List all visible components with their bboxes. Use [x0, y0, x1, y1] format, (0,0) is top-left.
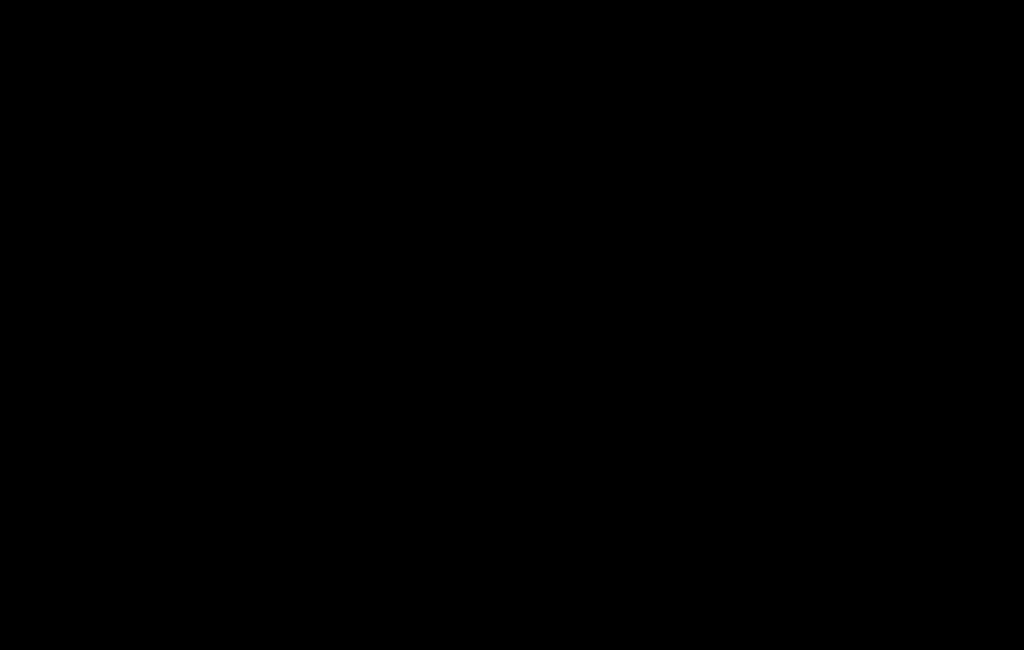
- surround-background: [0, 0, 1024, 650]
- rugby-pitch: [0, 0, 1024, 650]
